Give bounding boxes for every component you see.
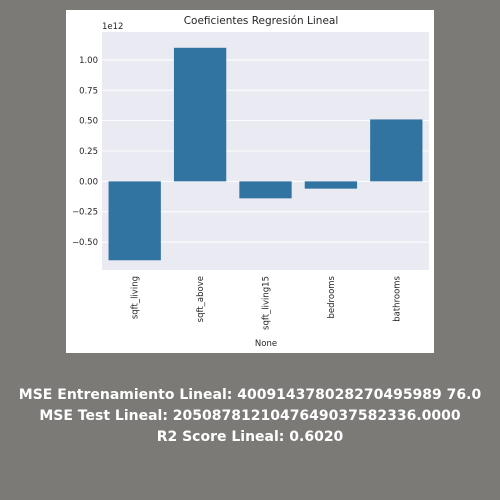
bar-sqft-living	[108, 181, 161, 261]
coefficients-bar-chart: Coeficientes Regresión Lineal 1e12 −0.50…	[72, 15, 429, 349]
metrics-panel: MSE Entrenamiento Lineal: 40091437802827…	[0, 385, 500, 448]
mse-test-text: MSE Test Lineal: 20508781210476490375823…	[39, 408, 461, 424]
x-axis-ticks: sqft_living sqft_above sqft_living15 bedroo…	[131, 275, 403, 330]
chart-card: Coeficientes Regresión Lineal 1e12 −0.50…	[66, 10, 434, 353]
y-scale-label: 1e12	[102, 22, 123, 32]
bar-sqft-living15	[239, 181, 292, 199]
x-axis-label: None	[255, 339, 277, 349]
x-tick-label: sqft_above	[196, 276, 206, 322]
y-tick-label: 0.75	[79, 86, 98, 96]
bar-bedrooms	[304, 181, 358, 189]
chart-title: Coeficientes Regresión Lineal	[184, 15, 339, 27]
x-tick-label: sqft_living15	[262, 276, 272, 330]
bar-sqft-above	[173, 47, 227, 182]
y-tick-label: −0.25	[72, 208, 98, 218]
bar-bathrooms	[370, 119, 423, 182]
y-tick-label: 0.50	[79, 117, 98, 127]
y-tick-label: 0.25	[79, 147, 98, 157]
x-tick-label: bedrooms	[327, 275, 337, 318]
bars	[108, 47, 423, 261]
mse-train-text: MSE Entrenamiento Lineal: 40091437802827…	[18, 387, 482, 403]
x-tick-label: sqft_living	[131, 276, 141, 319]
y-tick-label: 0.00	[79, 177, 98, 187]
y-tick-label: 1.00	[79, 56, 98, 66]
x-tick-label: bathrooms	[392, 275, 402, 321]
y-axis-ticks: −0.50 −0.25 0.00 0.25 0.50 0.75 1.00	[72, 56, 98, 248]
r2-score-text: R2 Score Lineal: 0.6020	[156, 429, 344, 445]
y-tick-label: −0.50	[72, 238, 98, 248]
